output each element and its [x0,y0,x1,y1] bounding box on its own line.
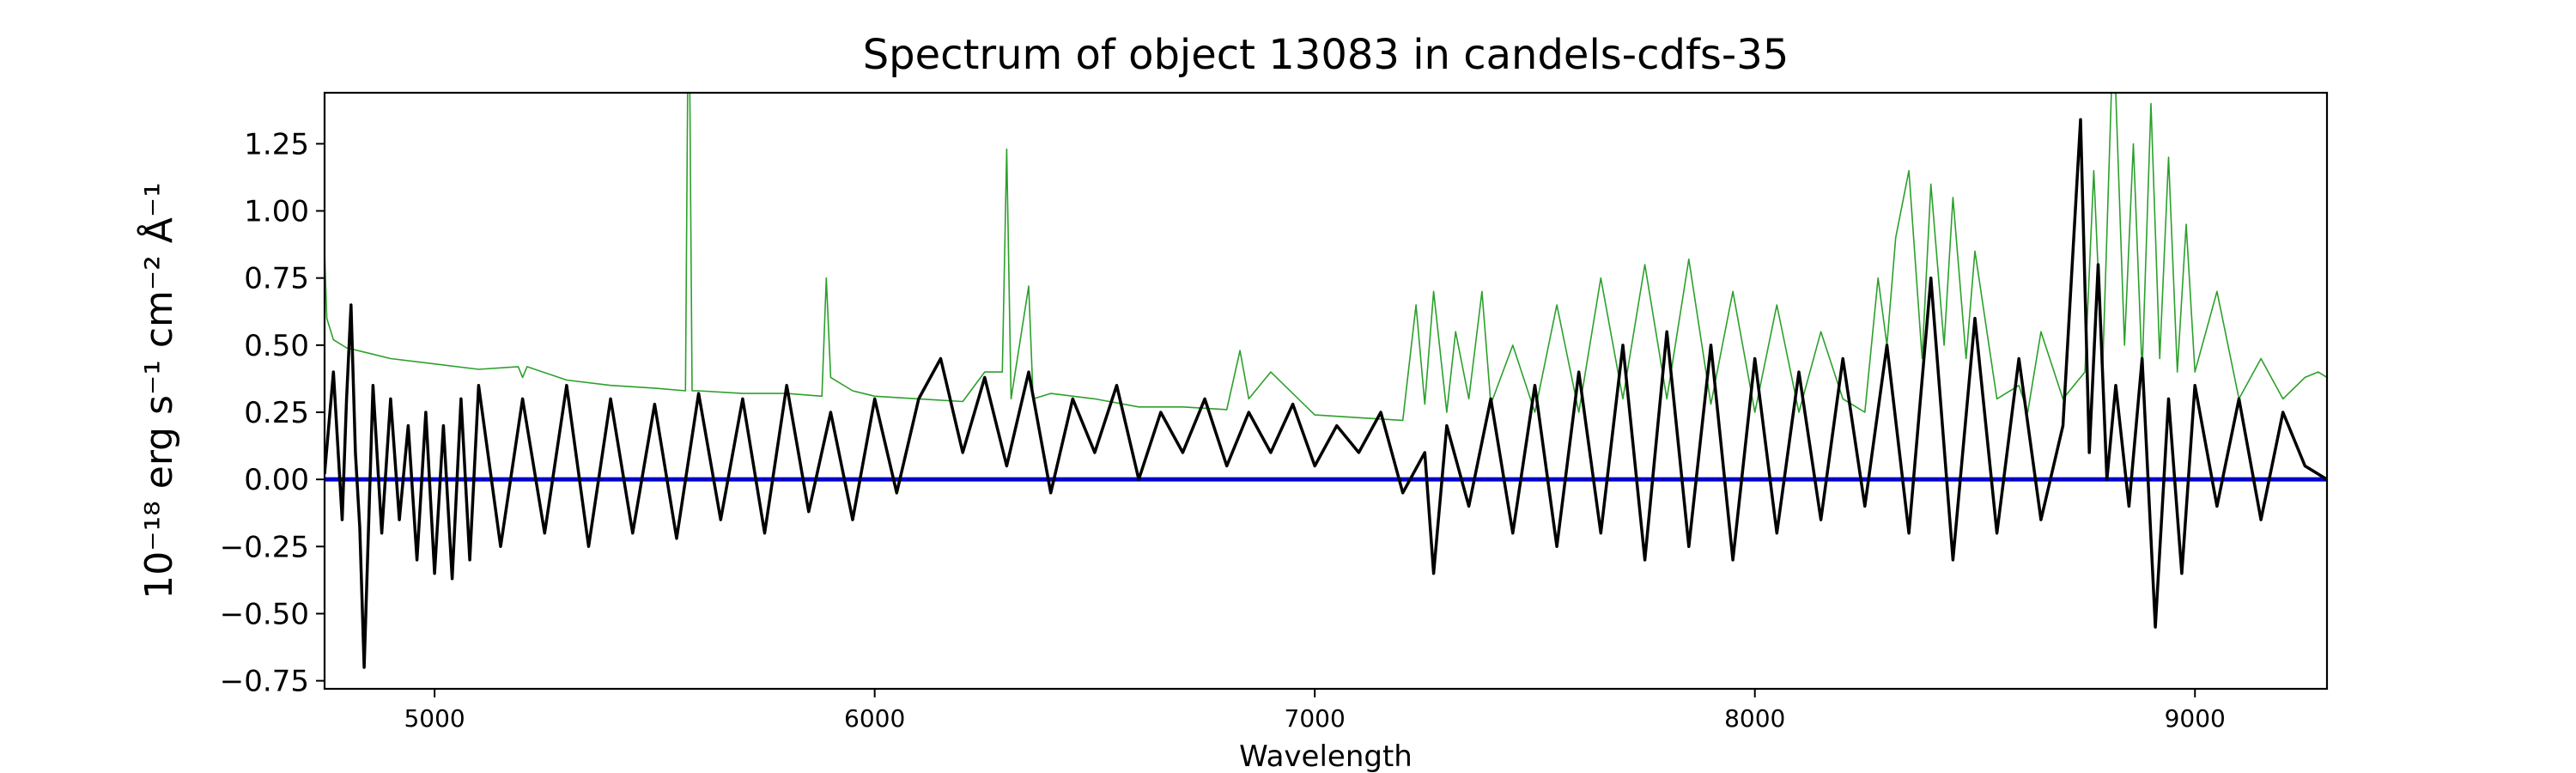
x-tick-label: 9000 [2165,704,2226,733]
x-tick-label: 7000 [1285,704,1346,733]
y-tick-label: 0.25 [244,396,309,430]
y-tick-label: 1.25 [244,127,309,161]
error-spectrum-line [325,93,2327,422]
y-tick-label: 1.00 [244,195,309,229]
x-axis-label: Wavelength [1239,740,1413,773]
y-tick-label: 0.75 [244,262,309,296]
y-tick-label: 0.50 [244,329,309,363]
x-tick-label: 6000 [844,704,905,733]
y-axis-label: 10⁻¹⁸ erg s⁻¹ cm⁻² Å⁻¹ [136,182,181,599]
x-tick-label: 8000 [1724,704,1785,733]
plot-frame [323,91,2329,691]
chart-title: Spectrum of object 13083 in candels-cdfs… [863,31,1789,79]
flux-spectrum-line [325,118,2327,669]
y-tick-label: −0.50 [220,597,309,631]
y-tick-label: 0.00 [244,463,309,497]
y-tick-label: −0.75 [220,665,309,699]
y-tick-label: −0.25 [220,530,309,564]
x-tick-label: 5000 [404,704,465,733]
